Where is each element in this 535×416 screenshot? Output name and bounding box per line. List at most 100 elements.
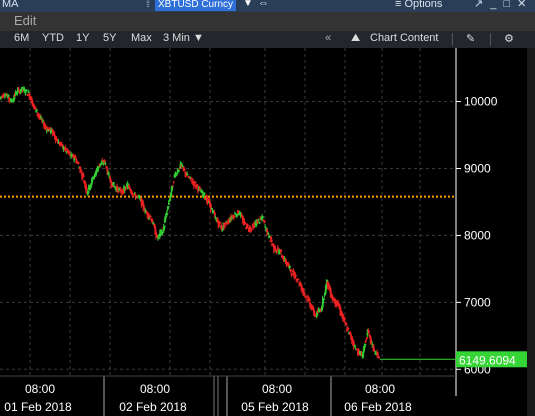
interval-dropdown[interactable]: 3 Min ▼ — [163, 32, 204, 44]
x-axis-ticks: 08:00 01 Feb 2018 08:00 02 Feb 2018 08:00 05 … — [4, 382, 412, 414]
y-tick-label: 10000 — [464, 95, 498, 109]
price-segment — [195, 183, 199, 188]
price-segment — [157, 236, 160, 240]
x-tick-date: 06 Feb 2018 — [344, 400, 412, 414]
price-segment — [303, 291, 306, 296]
price-segment — [112, 181, 115, 186]
price-segment — [23, 88, 27, 93]
price-segment — [66, 148, 70, 153]
price-segment — [202, 192, 206, 197]
price-segment — [109, 177, 113, 183]
range-button-max[interactable]: Max — [131, 32, 152, 44]
price-segment — [28, 93, 32, 99]
price-segment — [183, 168, 186, 172]
price-segment — [44, 126, 48, 130]
price-segment — [40, 116, 43, 120]
price-segment — [121, 189, 125, 195]
y-tick-label: 7000 — [464, 295, 491, 309]
x-tick-date: 05 Feb 2018 — [241, 400, 309, 414]
menu-bar: Edit — [0, 12, 535, 31]
price-segment — [80, 169, 83, 172]
pencil-icon[interactable]: ✎ — [466, 33, 476, 45]
x-tick-time: 08:00 — [140, 382, 170, 396]
price-segment — [7, 96, 11, 101]
price-segment — [160, 231, 164, 236]
price-series — [0, 86, 381, 359]
price-segment — [92, 177, 96, 180]
drag-handle-icon[interactable]: ⁞⁞ — [146, 0, 150, 9]
price-segment — [167, 201, 171, 205]
price-segment — [263, 219, 266, 223]
link-icon[interactable]: ⇔ — [258, 0, 269, 9]
price-segment — [200, 189, 204, 193]
price-segment — [362, 347, 366, 354]
price-segment — [166, 205, 170, 210]
price-segment — [130, 190, 134, 195]
price-segment — [305, 295, 308, 299]
price-segment — [127, 184, 131, 188]
last-price-label: 6149.6094 — [459, 353, 516, 367]
price-segment — [256, 220, 260, 224]
price-segment — [64, 146, 68, 151]
price-segment — [25, 89, 28, 92]
price-segment — [12, 96, 16, 102]
price-segment — [199, 186, 202, 190]
price-segment — [367, 329, 371, 334]
security-ticker-field[interactable]: XBTUSD Curncy — [155, 0, 237, 11]
price-segment — [189, 176, 192, 179]
price-segment — [218, 220, 222, 224]
edit-menu[interactable]: Edit — [14, 13, 37, 28]
price-segment — [132, 193, 135, 197]
x-tick-date: 02 Feb 2018 — [119, 400, 187, 414]
price-segment — [113, 185, 116, 188]
price-segment — [73, 158, 76, 161]
chart-content-icon[interactable]: ⛰ — [351, 32, 361, 44]
window-controls[interactable]: ↗ _ □ ✕ — [474, 0, 527, 10]
scroll-strip — [527, 48, 535, 416]
price-segment — [224, 222, 227, 225]
title-bar: MA ⁞⁞ XBTUSD Curncy ▼ ⇔ ≡ Options ↗ _ □ … — [0, 0, 535, 12]
price-segment — [152, 222, 155, 225]
price-segment — [52, 130, 56, 135]
price-segment — [232, 215, 236, 219]
price-segment — [185, 174, 188, 177]
price-segment — [290, 272, 294, 276]
price-segment — [181, 165, 184, 168]
price-segment — [342, 316, 346, 321]
price-segment — [42, 119, 45, 123]
collapse-icon[interactable]: « — [325, 32, 332, 44]
price-segment — [149, 215, 152, 219]
ticker-dropdown-icon[interactable]: ▼ — [243, 0, 253, 9]
toolbar-divider — [490, 33, 491, 46]
price-segment — [331, 295, 335, 301]
price-segment — [269, 236, 273, 243]
price-segment — [184, 171, 188, 176]
x-tick-time: 08:00 — [25, 382, 55, 396]
range-button-6m[interactable]: 6M — [14, 32, 30, 44]
range-button-1y[interactable]: 1Y — [76, 32, 90, 44]
price-segment — [213, 212, 217, 216]
range-button-5y[interactable]: 5Y — [103, 32, 117, 44]
options-menu[interactable]: ≡ Options — [395, 0, 443, 10]
range-button-ytd[interactable]: YTD — [42, 32, 64, 44]
price-segment — [250, 228, 254, 231]
price-segment — [372, 344, 376, 351]
x-tick-time: 08:00 — [365, 382, 395, 396]
price-segment — [81, 172, 85, 178]
price-segment — [347, 327, 350, 331]
price-segment — [361, 354, 365, 359]
gear-icon[interactable]: ⚙ — [504, 33, 514, 45]
price-segment — [267, 232, 270, 235]
price-segment — [364, 340, 367, 343]
price-segment — [276, 247, 280, 251]
price-segment — [214, 216, 218, 220]
price-segment — [252, 224, 256, 229]
price-segment — [34, 106, 37, 110]
price-segment — [261, 215, 265, 220]
price-segment — [100, 161, 104, 165]
chart-content-button[interactable]: Chart Content — [370, 32, 439, 44]
price-segment — [243, 221, 247, 225]
price-segment — [268, 235, 271, 238]
price-segment — [128, 187, 132, 191]
